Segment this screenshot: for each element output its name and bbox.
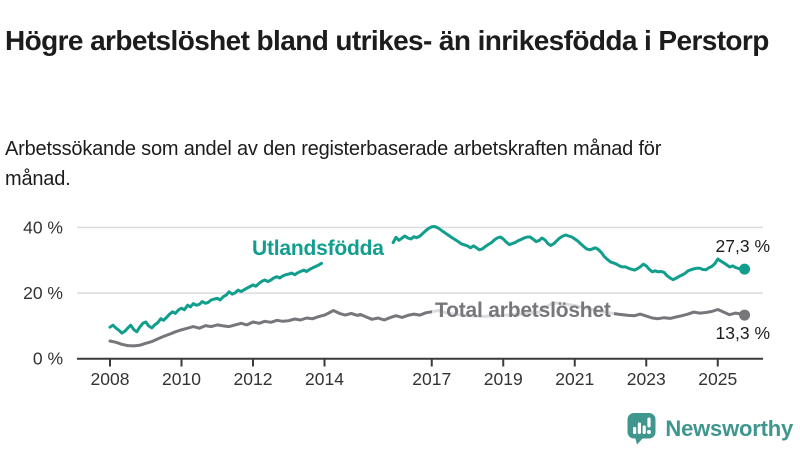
x-tick-label-2017: 2017 <box>412 369 451 389</box>
series-line-utlandsf-dda-seg1 <box>108 261 324 335</box>
newsworthy-chart-bubble-icon <box>627 413 656 445</box>
page-title: Högre arbetslöshet bland utrikes- än inr… <box>5 24 769 56</box>
series-end-dot-total-arbetsl-shet <box>739 309 751 321</box>
series-line-utlandsf-dda-seg2 <box>391 225 747 282</box>
end-value-utlandsfodda: 27,3 % <box>715 236 770 256</box>
y-tick-label-40: 40 % <box>23 218 63 238</box>
x-tick-label-2012: 2012 <box>234 369 273 389</box>
end-value-total: 13,3 % <box>715 323 770 343</box>
x-tick-label-2021: 2021 <box>555 369 594 389</box>
x-tick-label-2023: 2023 <box>627 369 666 389</box>
y-tick-label-0: 0 % <box>33 349 63 369</box>
series-label-total-arbetsloshet: Total arbetslöshet <box>432 299 614 323</box>
newsworthy-logo: Newsworthy <box>627 412 793 445</box>
page-subtitle: Arbetssökande som andel av den registerb… <box>5 138 662 190</box>
x-tick-label-2010: 2010 <box>162 369 201 389</box>
y-tick-label-20: 20 % <box>23 283 63 303</box>
x-tick-label-2008: 2008 <box>91 369 130 389</box>
newsworthy-wordmark: Newsworthy <box>665 415 793 441</box>
series-end-dot-utlandsf-dda <box>739 263 751 275</box>
x-tick-label-2025: 2025 <box>698 369 737 389</box>
x-tick-label-2019: 2019 <box>484 369 523 389</box>
series-line-total-arbetsl-shet-seg1 <box>108 301 747 348</box>
series-label-utlandsfodda: Utlandsfödda <box>252 237 384 260</box>
x-tick-label-2014: 2014 <box>305 369 344 389</box>
